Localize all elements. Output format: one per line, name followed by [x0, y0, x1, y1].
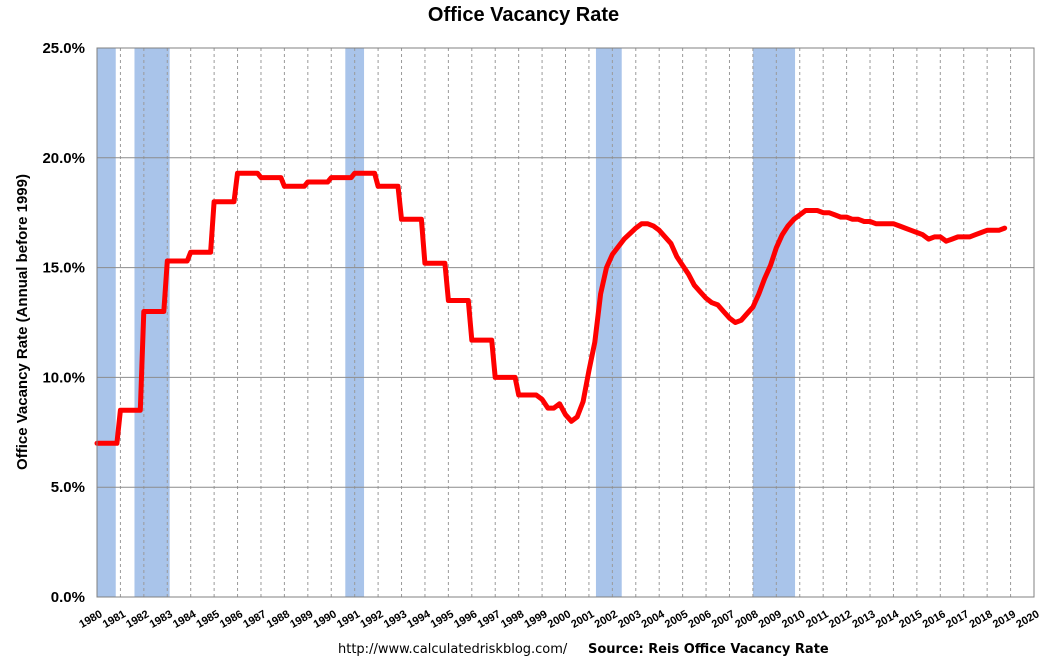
y-axis-label: Office Vacancy Rate (Annual before 1999) — [14, 174, 31, 470]
footer: http://www.calculatedriskblog.com/ Sourc… — [0, 642, 1047, 662]
recession-band-4 — [752, 48, 796, 597]
x-tick-label: 2020 — [1014, 608, 1041, 631]
recession-band-3 — [595, 48, 622, 597]
plot-area-border — [96, 47, 1035, 598]
y-tick-label: 10.0% — [42, 369, 85, 386]
y-tick-label: 5.0% — [51, 479, 85, 496]
gridlines — [97, 48, 1034, 597]
vacancy-series — [94, 170, 1008, 446]
recession-bands — [97, 48, 796, 597]
y-tick-label: 20.0% — [42, 150, 85, 167]
footer-url: http://www.calculatedriskblog.com/ — [338, 642, 568, 657]
x-tick-label: 2011 — [804, 608, 831, 630]
recession-band-2 — [345, 48, 365, 597]
y-tick-label: 0.0% — [51, 589, 85, 606]
recession-band-0 — [97, 48, 116, 597]
plot-area-background — [97, 48, 1034, 597]
x-tick-labels: 1980198119821983198419851986198719881989… — [77, 608, 1041, 631]
y-tick-labels: 0.0% 5.0% 10.0% 15.0% 20.0% 25.0% — [42, 40, 85, 606]
series-line-0 — [94, 170, 1008, 446]
chart-title: Office Vacancy Rate — [427, 4, 620, 26]
y-tick-label: 25.0% — [42, 40, 85, 57]
footer-source: Source: Reis Office Vacancy Rate — [588, 642, 829, 657]
recession-band-1 — [134, 48, 170, 597]
y-tick-label: 15.0% — [42, 260, 85, 277]
